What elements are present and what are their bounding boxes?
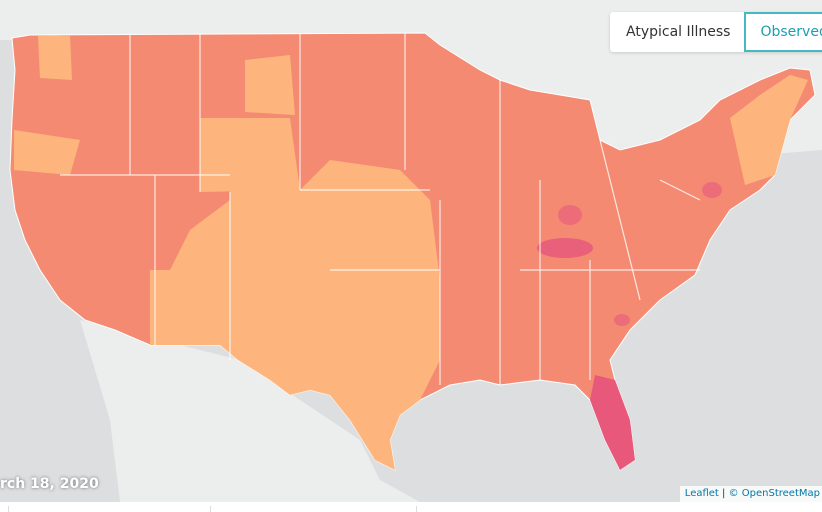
bottom-strip xyxy=(0,502,822,512)
attribution: Leaflet | © OpenStreetMap xyxy=(679,486,822,502)
divider xyxy=(416,506,417,512)
date-label: rch 18, 2020 xyxy=(0,476,99,492)
region-light xyxy=(245,55,295,115)
divider xyxy=(210,506,211,512)
attribution-link[interactable]: Leaflet xyxy=(684,488,719,499)
state-lines xyxy=(60,33,701,385)
toggle-button-active[interactable]: Observed xyxy=(744,12,822,52)
mexico-land xyxy=(80,320,420,502)
region-dark xyxy=(537,238,593,258)
divider xyxy=(8,506,9,512)
toggle-button[interactable]: Atypical Illness xyxy=(626,24,731,40)
region-light xyxy=(38,35,72,80)
view-toggle: Atypical Illness Observed xyxy=(610,12,822,52)
attribution-separator: | xyxy=(722,488,726,499)
region-light xyxy=(200,118,300,192)
region-light xyxy=(730,75,808,185)
region-dark xyxy=(590,375,635,470)
region-dark xyxy=(702,182,722,198)
region-light xyxy=(14,130,80,175)
attribution-link[interactable]: © OpenStreetMap xyxy=(728,488,820,499)
region-dark xyxy=(558,205,582,225)
region-light xyxy=(150,160,440,470)
region-dark xyxy=(614,314,630,326)
